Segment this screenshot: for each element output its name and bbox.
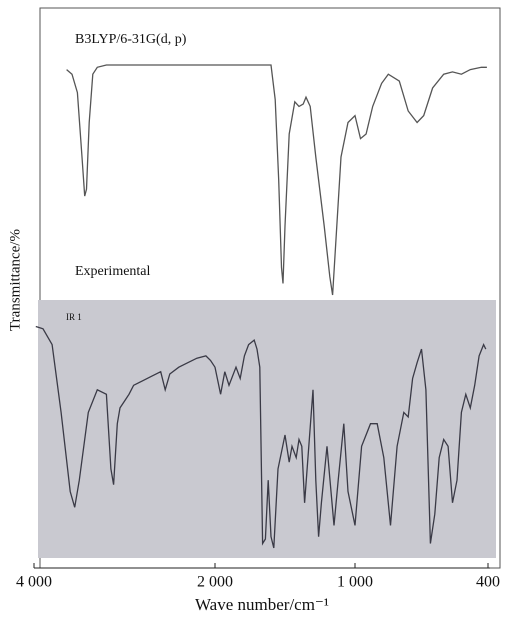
x-tick-label: 400 [476, 574, 500, 591]
y-axis-label: Transmittance/% [7, 229, 23, 331]
series-label: Experimental [75, 264, 151, 279]
x-tick-label: 1 000 [337, 574, 373, 591]
x-tick-label: 2 000 [197, 574, 233, 591]
spectrum-line [35, 325, 487, 549]
spectrum-line [66, 64, 487, 296]
annotation: IR 1 [66, 312, 82, 322]
series-label: B3LYP/6-31G(d, p) [75, 32, 187, 47]
x-axis-label: Wave number/cm⁻¹ [195, 595, 329, 614]
x-tick-label: 4 000 [16, 574, 52, 591]
